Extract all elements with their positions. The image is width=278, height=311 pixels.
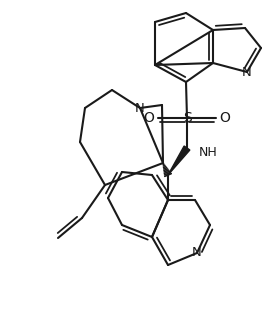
Text: S: S [183,111,191,125]
Text: NH: NH [199,146,218,160]
Polygon shape [168,146,190,175]
Text: N: N [242,66,252,78]
Text: N: N [192,247,202,259]
Text: N: N [135,101,145,114]
Text: O: O [143,111,155,125]
Text: O: O [220,111,230,125]
